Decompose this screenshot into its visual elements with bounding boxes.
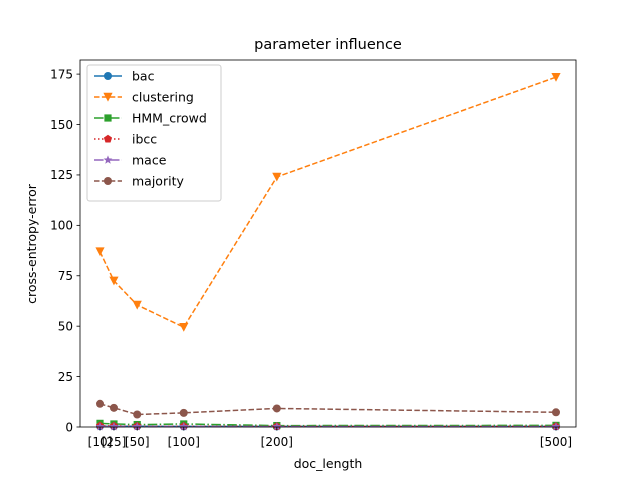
y-axis-label: cross-entropy-error <box>24 183 39 304</box>
x-tick-label: [500] <box>540 435 572 449</box>
legend-item-mace: mace <box>94 153 167 168</box>
y-tick-label: 100 <box>50 219 73 233</box>
data-point-clustering <box>551 72 561 82</box>
x-tick-label: [200] <box>261 435 293 449</box>
legend-label: majority <box>132 174 184 189</box>
series-line-clustering <box>99 76 557 328</box>
data-point-majority <box>96 399 105 408</box>
data-point-mace <box>272 421 282 431</box>
x-axis-label: doc_length <box>294 456 363 471</box>
axes: 0 25 50 75 100 125 150 175 [10][25][50] [100] [200… <box>50 59 577 449</box>
x-tick-label: [100] <box>168 435 200 449</box>
legend-item-majority: majority <box>94 174 184 189</box>
legend-box <box>86 64 222 202</box>
data-point-majority <box>133 410 142 419</box>
data-point-clustering <box>132 300 142 310</box>
legend-marker <box>104 177 112 185</box>
legend-item-HMM_crowd: HMM_crowd <box>94 111 207 126</box>
plot-area <box>95 72 561 431</box>
y-tick-label: 75 <box>58 269 73 283</box>
data-point-mace <box>109 421 119 431</box>
series-mace <box>95 421 561 431</box>
data-point-majority <box>109 403 118 412</box>
chart-title: parameter influence <box>254 37 402 53</box>
y-tick-label: 0 <box>65 420 73 434</box>
legend-label: bac <box>132 69 155 84</box>
legend-label: ibcc <box>132 132 157 147</box>
data-point-clustering <box>272 172 282 182</box>
data-point-majority <box>272 404 281 413</box>
data-point-clustering <box>179 322 189 332</box>
legend-label: clustering <box>132 90 194 105</box>
series-majority <box>96 399 560 419</box>
y-tick-label: 175 <box>50 67 73 81</box>
x-tick-label: [25] <box>102 435 127 449</box>
x-tick-label: [10] <box>88 435 113 449</box>
data-point-mace <box>132 421 142 431</box>
data-point-majority <box>551 408 560 417</box>
y-tick-label: 25 <box>58 370 73 384</box>
legend-marker <box>103 92 113 102</box>
legend-item-ibcc: ibcc <box>94 132 157 147</box>
data-point-clustering <box>95 247 105 257</box>
y-tick-label: 50 <box>58 319 73 333</box>
legend-marker <box>103 155 113 164</box>
data-point-mace <box>95 421 105 431</box>
legend-label: mace <box>132 153 167 168</box>
legend-marker <box>103 134 113 143</box>
y-tick-label: 150 <box>50 118 73 132</box>
series-clustering <box>95 72 561 332</box>
data-point-mace <box>179 421 189 431</box>
legend-label: HMM_crowd <box>132 111 207 126</box>
data-point-mace <box>551 421 561 431</box>
x-tick-label: [50] <box>125 435 150 449</box>
y-tick-label: 125 <box>50 168 73 182</box>
legend-marker <box>104 114 112 122</box>
series-line-HMM_crowd <box>99 422 556 427</box>
data-point-majority <box>179 408 188 417</box>
legend-item-clustering: clustering <box>94 90 194 105</box>
legend-item-bac: bac <box>94 69 155 84</box>
plot-frame <box>79 59 577 428</box>
legend-marker <box>104 72 112 80</box>
data-point-clustering <box>109 276 119 286</box>
